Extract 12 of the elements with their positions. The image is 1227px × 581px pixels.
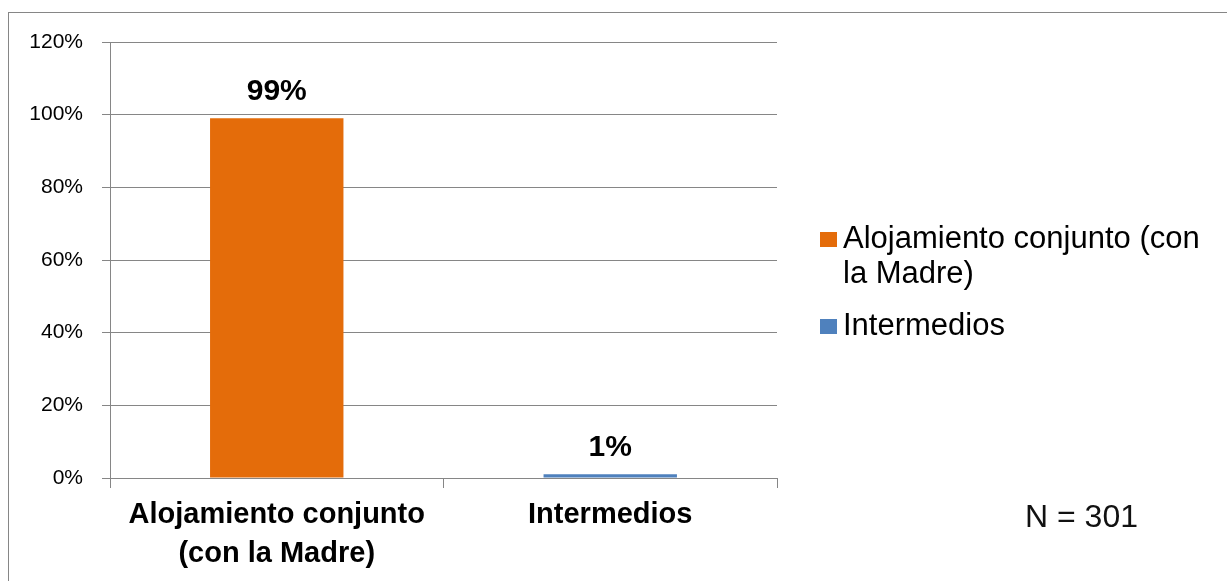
legend-label: Intermedios <box>843 307 1006 342</box>
text: N = 301 <box>1025 498 1138 534</box>
y-tick-label: 80% <box>40 174 83 198</box>
y-tick-label: 60% <box>40 246 83 270</box>
data-label: 1% <box>588 429 632 463</box>
data-label: 99% <box>246 73 307 107</box>
y-tick-label: 40% <box>40 319 83 343</box>
y-tick-label: 100% <box>29 101 83 125</box>
y-tick-label: 120% <box>29 28 83 52</box>
y-tick-label: 0% <box>52 464 83 488</box>
legend-label: Alojamiento conjunto (con la Madre) <box>843 220 1201 290</box>
y-tick-label: 20% <box>40 392 83 416</box>
